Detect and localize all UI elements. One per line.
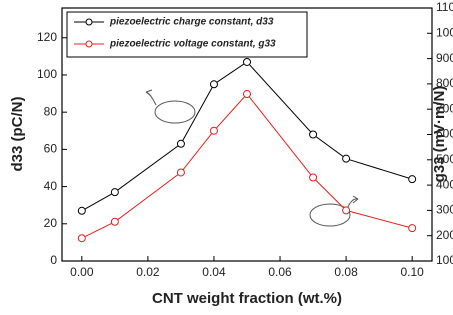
- y-tick-label: 120: [37, 30, 57, 44]
- y-tick-label: 100: [37, 67, 57, 81]
- legend-label: piezoelectric voltage constant, g33: [109, 39, 276, 50]
- data-point: [342, 206, 351, 215]
- y2-tick-label: 700: [436, 101, 453, 115]
- legend-box: [66, 11, 308, 58]
- data-point: [110, 188, 119, 197]
- data-point: [110, 217, 119, 226]
- y-tick-label: 60: [44, 142, 58, 156]
- y2-tick-label: 600: [436, 127, 453, 141]
- x-tick-label: 0.10: [400, 265, 424, 279]
- data-point: [342, 154, 351, 163]
- x-tick-label: 0.08: [334, 265, 358, 279]
- x-tick-label: 0.00: [70, 265, 94, 279]
- x-tick-label: 0.06: [268, 265, 292, 279]
- y2-tick-label: 400: [436, 177, 453, 191]
- legend-label: piezoelectric charge constant, d33: [109, 17, 274, 28]
- y-tick-label: 20: [44, 216, 58, 230]
- y2-tick-label: 200: [436, 228, 453, 242]
- y2-tick-label: 1000: [436, 25, 453, 39]
- data-point: [243, 90, 251, 99]
- y2-tick-label: 900: [436, 51, 453, 65]
- x-tick-label: 0.02: [136, 265, 160, 279]
- data-point: [408, 175, 417, 184]
- data-point: [309, 173, 318, 182]
- y2-axis-label: g33 (mV·m/N): [431, 86, 448, 183]
- series-line: [81, 61, 413, 212]
- y-tick-label: 0: [50, 253, 57, 267]
- x-axis-label: CNT weight fraction (wt.%): [152, 290, 342, 307]
- data-point: [408, 224, 417, 233]
- legend-marker: [85, 18, 93, 26]
- y2-tick-label: 800: [436, 76, 453, 90]
- data-point: [209, 80, 218, 89]
- data-point: [243, 57, 251, 66]
- data-point: [77, 206, 86, 215]
- y-tick-label: 40: [44, 179, 58, 193]
- y2-tick-label: 300: [436, 203, 453, 217]
- data-point: [209, 126, 218, 135]
- y-axis-label: d33 (pC/N): [9, 96, 26, 171]
- x-tick-label: 0.04: [202, 265, 226, 279]
- annotations: [145, 89, 359, 227]
- y2-tick-label: 500: [436, 152, 453, 166]
- data-point: [77, 234, 86, 243]
- legend-marker: [85, 40, 93, 48]
- data-point: [176, 168, 185, 177]
- data-point: [309, 130, 318, 139]
- data-point: [176, 139, 185, 148]
- y2-tick-label: 100: [436, 253, 453, 267]
- series-line: [81, 93, 413, 239]
- y-tick-label: 80: [44, 104, 58, 118]
